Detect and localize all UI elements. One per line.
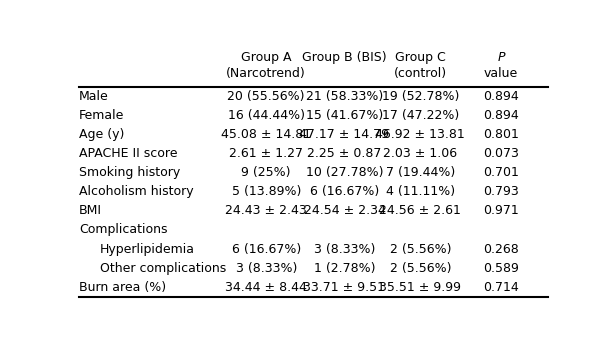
Text: 0.793: 0.793 [483, 185, 519, 198]
Text: 24.43 ± 2.43: 24.43 ± 2.43 [225, 204, 307, 217]
Text: Group C: Group C [395, 51, 446, 64]
Text: 17 (47.22%): 17 (47.22%) [382, 109, 459, 122]
Text: 9 (25%): 9 (25%) [242, 166, 291, 179]
Text: Smoking history: Smoking history [79, 166, 180, 179]
Text: 6 (16.67%): 6 (16.67%) [231, 242, 301, 256]
Text: 0.073: 0.073 [483, 147, 519, 160]
Text: 1 (2.78%): 1 (2.78%) [314, 262, 375, 275]
Text: 2.25 ± 0.87: 2.25 ± 0.87 [307, 147, 382, 160]
Text: 3 (8.33%): 3 (8.33%) [314, 242, 375, 256]
Text: 21 (58.33%): 21 (58.33%) [306, 90, 383, 103]
Text: 19 (52.78%): 19 (52.78%) [382, 90, 459, 103]
Text: 10 (27.78%): 10 (27.78%) [306, 166, 383, 179]
Text: 24.56 ± 2.61: 24.56 ± 2.61 [379, 204, 461, 217]
Text: 0.894: 0.894 [483, 90, 519, 103]
Text: 2.03 ± 1.06: 2.03 ± 1.06 [383, 147, 457, 160]
Text: 33.71 ± 9.51: 33.71 ± 9.51 [304, 281, 386, 294]
Text: 5 (13.89%): 5 (13.89%) [231, 185, 301, 198]
Text: 46.92 ± 13.81: 46.92 ± 13.81 [376, 128, 465, 141]
Text: 24.54 ± 2.34: 24.54 ± 2.34 [304, 204, 386, 217]
Text: Female: Female [79, 109, 124, 122]
Text: value: value [484, 67, 518, 80]
Text: APACHE II score: APACHE II score [79, 147, 177, 160]
Text: 0.701: 0.701 [483, 166, 519, 179]
Text: 15 (41.67%): 15 (41.67%) [306, 109, 383, 122]
Text: Burn area (%): Burn area (%) [79, 281, 166, 294]
Text: 2 (5.56%): 2 (5.56%) [390, 262, 451, 275]
Text: 6 (16.67%): 6 (16.67%) [310, 185, 379, 198]
Text: 20 (55.56%): 20 (55.56%) [228, 90, 305, 103]
Text: 0.894: 0.894 [483, 109, 519, 122]
Text: 2 (5.56%): 2 (5.56%) [390, 242, 451, 256]
Text: 3 (8.33%): 3 (8.33%) [236, 262, 297, 275]
Text: 7 (19.44%): 7 (19.44%) [386, 166, 455, 179]
Text: 47.17 ± 14.79: 47.17 ± 14.79 [299, 128, 389, 141]
Text: 34.44 ± 8.44: 34.44 ± 8.44 [225, 281, 307, 294]
Text: 35.51 ± 9.99: 35.51 ± 9.99 [379, 281, 461, 294]
Text: Other complications: Other complications [100, 262, 226, 275]
Text: 0.268: 0.268 [483, 242, 519, 256]
Text: 45.08 ± 14.81: 45.08 ± 14.81 [221, 128, 312, 141]
Text: 16 (44.44%): 16 (44.44%) [228, 109, 305, 122]
Text: Group A: Group A [241, 51, 291, 64]
Text: 0.801: 0.801 [483, 128, 519, 141]
Text: 0.589: 0.589 [483, 262, 519, 275]
Text: Complications: Complications [79, 223, 167, 236]
Text: Age (y): Age (y) [79, 128, 124, 141]
Text: (Narcotrend): (Narcotrend) [226, 67, 306, 80]
Text: 0.714: 0.714 [483, 281, 519, 294]
Text: P: P [497, 51, 505, 64]
Text: BMI: BMI [79, 204, 102, 217]
Text: Group B (BIS): Group B (BIS) [302, 51, 387, 64]
Text: 2.61 ± 1.27: 2.61 ± 1.27 [230, 147, 303, 160]
Text: Male: Male [79, 90, 108, 103]
Text: (control): (control) [394, 67, 447, 80]
Text: Hyperlipidemia: Hyperlipidemia [100, 242, 195, 256]
Text: Alcoholism history: Alcoholism history [79, 185, 193, 198]
Text: 0.971: 0.971 [483, 204, 519, 217]
Text: 4 (11.11%): 4 (11.11%) [386, 185, 455, 198]
